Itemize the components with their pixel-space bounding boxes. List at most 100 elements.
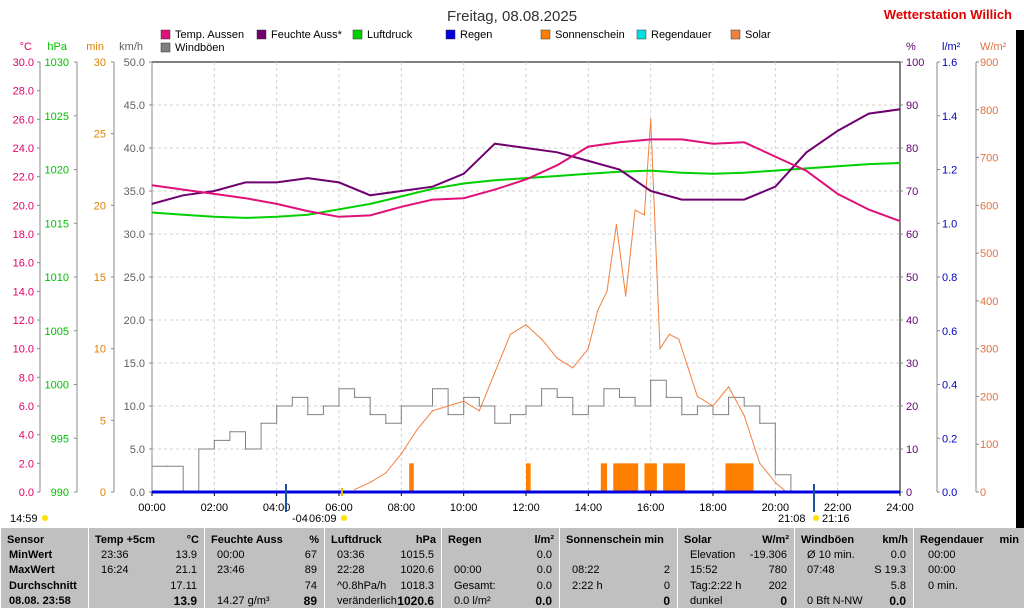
wind-axis-unit: km/h	[119, 41, 143, 53]
data-point	[307, 177, 309, 179]
legend-swatch	[160, 42, 171, 53]
x-tick-label: 16:00	[637, 502, 665, 514]
data-point	[868, 209, 870, 211]
data-point	[556, 357, 558, 359]
table-column-druck: Luftdruck hPa 03:36 1015.5 22:28 1020.6 ^0.8hP…	[324, 528, 442, 608]
humidity-tick-label: 90	[906, 100, 918, 112]
weather-chart: Freitag, 08.08.2025 Wetterstation Willic…	[10, 7, 1024, 528]
data-point	[260, 422, 262, 424]
data-point	[478, 405, 480, 407]
data-point	[727, 386, 730, 388]
data-point	[478, 410, 480, 412]
data-point	[198, 448, 200, 450]
row-label: MaxWert	[9, 564, 55, 576]
temp-tick-label: 4.0	[19, 430, 34, 442]
data-point	[431, 388, 434, 390]
data-point	[322, 405, 325, 407]
data-point	[338, 216, 340, 218]
temp-tick-label: 8.0	[19, 372, 34, 384]
wind-tick-label: 50.0	[124, 57, 145, 69]
data-point	[213, 216, 215, 218]
solar-tick-label: 600	[980, 200, 998, 212]
data-point	[182, 194, 184, 196]
data-point	[447, 414, 449, 416]
humidity-tick-label: 30	[906, 358, 918, 370]
data-point	[276, 203, 278, 205]
data-point	[494, 143, 496, 145]
time-markers: 14:59 -04 06:09 21:08 21:16	[10, 484, 850, 525]
station-name: Wetterstation Willich	[884, 7, 1012, 22]
data-point	[868, 113, 870, 115]
data-point	[634, 209, 636, 211]
data-point	[603, 388, 605, 390]
temp-tick-label: 0.0	[19, 487, 34, 499]
data-point	[213, 190, 215, 192]
table-column-temp: Temp +5cm °C 23:36 13.9 16:24 21.1 17.11 13.9	[88, 528, 205, 608]
cell-text: Gesamt:	[454, 580, 496, 592]
table-column-solar: Solar W/m² Elevation -19.306 15:52 780 Tag:2:2…	[677, 528, 795, 608]
solar-tick-label: 800	[980, 105, 998, 117]
temp-tick-label: 6.0	[19, 401, 34, 413]
data-point	[668, 333, 670, 335]
data-point	[837, 193, 839, 195]
data-point	[712, 405, 714, 407]
temp-tick-label: 12.0	[13, 315, 34, 327]
data-point	[276, 216, 278, 218]
legend-swatch	[730, 29, 741, 40]
data-point	[681, 199, 683, 201]
legend-label: Windböen	[175, 42, 225, 54]
wind-tick-label: 5.0	[130, 444, 145, 456]
series-windb-en	[152, 379, 900, 493]
column-header: Feuchte Auss	[211, 534, 283, 546]
sunshine-bar	[613, 463, 639, 492]
temp-tick-label: 28.0	[13, 86, 34, 98]
data-point	[244, 197, 247, 199]
data-point	[276, 405, 278, 407]
sun-icon	[42, 515, 48, 521]
data-point	[509, 414, 512, 416]
sunshine-bar	[725, 463, 754, 492]
data-point	[681, 138, 683, 140]
data-point	[899, 220, 901, 222]
cell-text: dunkel	[690, 595, 723, 607]
cell-value: -19.306	[749, 549, 787, 561]
data-point	[353, 489, 356, 491]
column-unit: min	[999, 534, 1019, 546]
cell-value: 0	[780, 594, 787, 608]
data-point	[774, 156, 776, 158]
data-point	[213, 439, 215, 441]
temp-tick-label: 14.0	[13, 286, 34, 298]
data-point	[868, 163, 870, 165]
data-point	[743, 199, 745, 201]
sunrise-label: -04	[292, 513, 308, 525]
pressure-tick-label: 1005	[45, 326, 69, 338]
data-point	[431, 186, 434, 188]
cell-text: 00:00	[928, 564, 956, 576]
data-point	[743, 414, 745, 417]
data-point	[650, 138, 652, 140]
data-point	[431, 410, 434, 412]
data-point	[400, 206, 402, 208]
data-point	[837, 165, 839, 167]
wind-tick-label: 25.0	[124, 272, 145, 284]
data-point	[618, 168, 621, 171]
solar-tick-label: 500	[980, 248, 998, 260]
temp-tick-label: 26.0	[13, 114, 34, 126]
legend-label: Sonnenschein	[555, 29, 625, 41]
pressure-tick-label: 990	[51, 487, 69, 499]
cell-text: Elevation	[690, 549, 736, 561]
pressure-tick-label: 1015	[45, 218, 69, 230]
data-point	[597, 309, 599, 312]
legend-label: Regen	[460, 29, 492, 41]
cell-text: ^0.8hPa/h	[337, 580, 387, 592]
rain-tick-label: 1.4	[942, 111, 957, 123]
minutes-tick-label: 25	[94, 129, 106, 141]
solar-tick-label: 300	[980, 344, 998, 356]
x-tick-label: 00:00	[138, 502, 166, 514]
x-tick-label: 08:00	[388, 502, 416, 514]
wind-tick-label: 45.0	[124, 100, 145, 112]
table-column-sonne: Sonnenschein min 08:22 2 2:22 h 0 0	[559, 528, 678, 608]
data-point	[743, 405, 745, 407]
data-point	[338, 388, 340, 390]
temp-tick-label: 2.0	[19, 458, 34, 470]
